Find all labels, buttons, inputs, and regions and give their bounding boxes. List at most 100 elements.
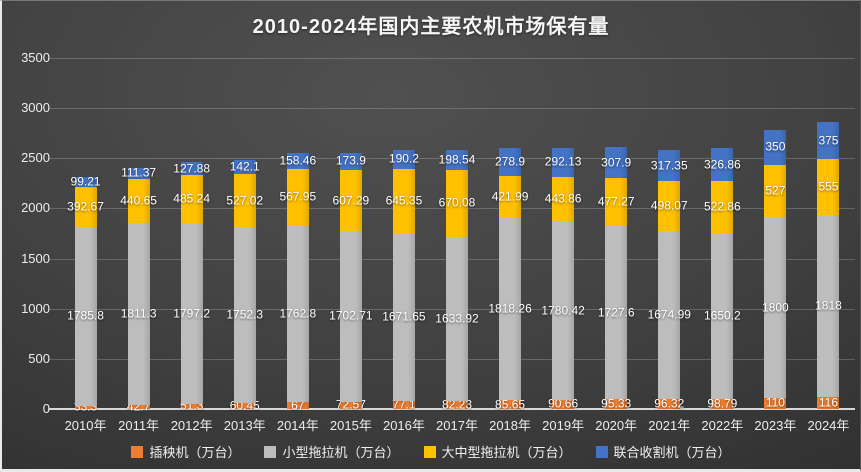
data-label: 555 (818, 179, 839, 194)
legend-swatch-icon (423, 445, 436, 458)
bar-segment-series-3 (446, 149, 468, 170)
bar-segment-series-0 (233, 402, 256, 409)
bar-segment-series-3 (339, 152, 362, 171)
bar-segment-series-1 (74, 226, 97, 406)
x-axis-category-label: 2018年 (489, 418, 532, 433)
data-label: 443.86 (544, 191, 582, 206)
bar-segment-series-3 (499, 147, 522, 176)
bar-segment-series-1 (658, 231, 681, 400)
data-label: 82.23 (441, 397, 473, 412)
legend-item-2: 大中型拖拉机（万台） (423, 442, 572, 461)
bar-segment-series-2 (180, 174, 203, 224)
bar-segment-series-2 (658, 181, 681, 232)
bar-segment-series-2 (74, 187, 97, 227)
bar-segment-series-3 (711, 148, 734, 182)
bar-segment-series-1 (127, 223, 150, 405)
data-label: 292.13 (544, 154, 582, 169)
data-label: 375 (818, 133, 839, 148)
x-axis-line (49, 408, 855, 410)
data-label: 95.33 (601, 396, 632, 411)
legend-label: 联合收割机（万台） (613, 445, 731, 460)
data-label: 142.1 (229, 159, 260, 174)
y-axis-tick-label: 0 (42, 401, 50, 416)
x-axis-category-label: 2014年 (276, 418, 319, 433)
data-label: 440.65 (120, 193, 157, 208)
data-label: 670.08 (438, 195, 476, 210)
bar-segment-series-3 (552, 147, 575, 177)
bar-segment-series-1 (711, 233, 734, 400)
data-label: 85.65 (495, 397, 526, 412)
data-label: 607.29 (332, 193, 370, 208)
data-label: 1633.92 (435, 311, 479, 326)
y-axis-tick-label: 500 (28, 350, 50, 366)
data-label: 392.67 (67, 199, 104, 214)
legend-swatch-icon (264, 445, 277, 458)
legend-swatch-icon (595, 445, 608, 458)
data-label: 498.07 (650, 198, 688, 213)
x-axis-category-label: 2024年 (807, 418, 850, 433)
bar-segment-series-1 (233, 227, 256, 403)
data-label: 326.86 (703, 157, 741, 172)
legend-item-0: 插秧机（万台） (131, 442, 240, 461)
bar-segment-series-3 (817, 121, 840, 160)
data-label: 1727.6 (597, 305, 635, 320)
bar-segment-series-2 (764, 164, 787, 218)
bar-segment-series-0 (552, 399, 575, 409)
chart-title: 2010-2024年国内主要农机市场保有量 (252, 16, 610, 38)
data-label: 1811.3 (120, 306, 157, 321)
bar-segment-series-2 (233, 174, 256, 228)
x-axis-category-label: 2015年 (329, 418, 372, 433)
data-label: 278.9 (495, 154, 526, 169)
bar-segment-series-3 (127, 167, 150, 179)
data-label: 110 (765, 395, 785, 410)
bar-segment-series-0 (286, 402, 309, 409)
bar-segment-series-1 (764, 217, 787, 398)
bar-segment-series-2 (339, 170, 362, 231)
bar-segment-series-2 (499, 175, 522, 219)
legend-item-3: 联合收割机（万台） (595, 442, 731, 461)
data-label: 1785.8 (67, 308, 104, 323)
bar-segment-series-1 (499, 218, 522, 401)
y-axis-tick-label: 1000 (21, 300, 50, 316)
legend-swatch-icon (131, 445, 144, 458)
bar-segment-series-0 (74, 405, 97, 409)
legend-label: 插秧机（万台） (149, 445, 241, 460)
data-label: 116 (818, 395, 839, 410)
data-label: 522.86 (703, 199, 741, 214)
bar-segment-series-0 (764, 397, 787, 409)
x-axis-category-label: 2021年 (648, 418, 691, 433)
bar-segment-series-1 (392, 233, 415, 402)
bar-segment-series-3 (286, 152, 309, 169)
data-label: 527.02 (226, 193, 264, 208)
data-label: 421.99 (491, 189, 529, 204)
data-label: 98.79 (707, 396, 738, 411)
bar-segment-series-2 (286, 168, 309, 226)
data-label: 485.24 (173, 191, 211, 206)
bar-segment-series-3 (74, 177, 97, 188)
bar-segment-series-1 (286, 225, 309, 403)
data-label: 307.9 (601, 155, 632, 170)
legend: 插秧机（万台） 小型拖拉机（万台） 大中型拖拉机（万台） 联合收割机（万台） (2, 442, 860, 461)
data-label: 1650.2 (703, 308, 741, 323)
data-label: 158.46 (279, 153, 317, 168)
data-label: 111.37 (121, 165, 157, 180)
bar-segment-series-1 (605, 226, 628, 400)
plot-area: 33.3 1785.8 392.67 99.21 42.7 1811.3 440.65 111… (49, 58, 855, 413)
bar-segment-series-0 (499, 400, 522, 409)
legend-item-1: 小型拖拉机（万台） (264, 442, 400, 461)
bar-segment-series-2 (392, 168, 415, 234)
x-axis-category-label: 2016年 (382, 418, 425, 433)
bar-segment-series-0 (658, 399, 681, 409)
data-label: 645.35 (385, 193, 423, 208)
bar-segment-series-0 (392, 401, 415, 409)
bar-segment-series-3 (233, 160, 256, 175)
data-label: 1752.3 (226, 307, 264, 322)
bar-segment-series-1 (446, 236, 468, 401)
bar-segment-series-3 (605, 147, 628, 179)
y-axis-tick-label: 3000 (21, 100, 50, 116)
x-axis-category-label: 2011年 (118, 418, 160, 433)
data-label: 1780.42 (541, 303, 585, 318)
x-axis: 2010年 2011年 2012年 2013年 2014年 2015年 2016年 2017年… (59, 415, 855, 435)
data-label: 317.35 (650, 158, 688, 173)
bar-segment-series-1 (817, 215, 840, 398)
